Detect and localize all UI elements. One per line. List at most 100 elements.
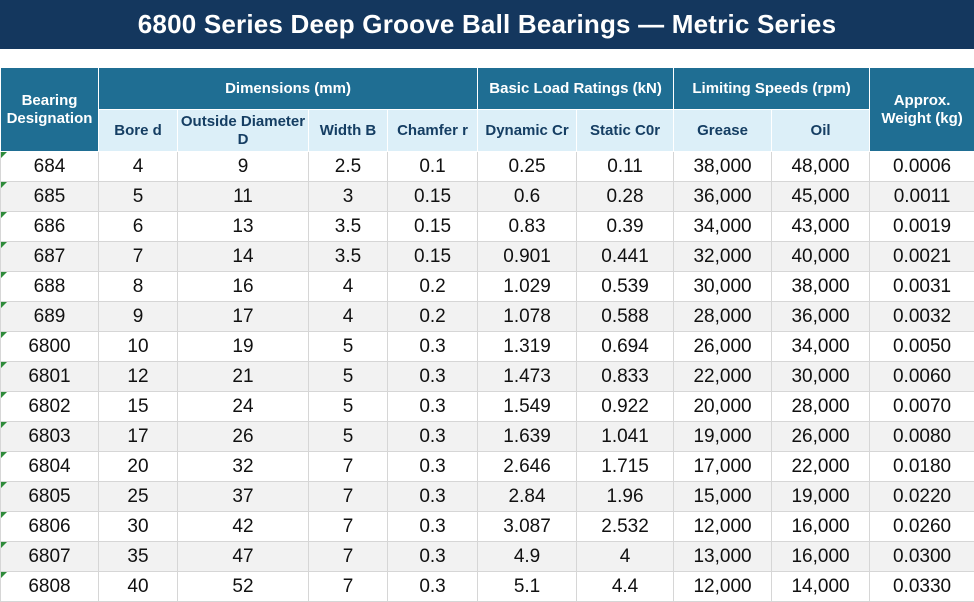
cell-chamfer: 0.2 xyxy=(386,271,479,302)
cell-chamfer: 0.2 xyxy=(386,301,479,332)
cell-designation: 6805 xyxy=(0,481,99,512)
cell-oil: 38,000 xyxy=(771,271,871,302)
cell-width: 5 xyxy=(308,361,388,392)
cell-designation: 6806 xyxy=(0,511,99,542)
cell-outside-diameter: 47 xyxy=(177,541,309,572)
cell-width: 5 xyxy=(308,331,388,362)
cell-weight: 0.0021 xyxy=(869,241,974,272)
cell-weight: 0.0050 xyxy=(869,331,974,362)
cell-weight: 0.0032 xyxy=(869,301,974,332)
cell-oil: 43,000 xyxy=(771,211,871,242)
cell-outside-diameter: 17 xyxy=(177,301,309,332)
cell-dynamic: 1.029 xyxy=(477,271,578,302)
cell-bore: 25 xyxy=(98,481,178,512)
cell-weight: 0.0011 xyxy=(869,181,974,212)
table-row: 686 6 13 3.5 0.15 0.83 0.39 34,000 43,000 0.0019 xyxy=(0,211,974,242)
cell-grease: 13,000 xyxy=(673,541,773,572)
cell-dynamic: 1.078 xyxy=(477,301,578,332)
cell-bore: 15 xyxy=(98,391,178,422)
cell-weight: 0.0080 xyxy=(869,421,974,452)
cell-width: 3 xyxy=(308,181,388,212)
cell-dynamic: 0.6 xyxy=(477,181,578,212)
cell-grease: 28,000 xyxy=(673,301,773,332)
cell-static: 0.694 xyxy=(576,331,675,362)
cell-static: 4 xyxy=(576,541,675,572)
cell-grease: 17,000 xyxy=(673,451,773,482)
cell-width: 5 xyxy=(308,391,388,422)
cell-dynamic: 5.1 xyxy=(477,571,578,602)
cell-outside-diameter: 13 xyxy=(177,211,309,242)
table-row: 6802 15 24 5 0.3 1.549 0.922 20,000 28,000 0.0070 xyxy=(0,391,974,422)
cell-bore: 30 xyxy=(98,511,178,542)
cell-width: 7 xyxy=(308,511,388,542)
header-load-ratings: Basic Load Ratings (kN) xyxy=(477,67,675,110)
cell-designation: 687 xyxy=(0,241,99,272)
cell-outside-diameter: 16 xyxy=(177,271,309,302)
cell-oil: 14,000 xyxy=(771,571,871,602)
table-row: 685 5 11 3 0.15 0.6 0.28 36,000 45,000 0.0011 xyxy=(0,181,974,212)
cell-grease: 12,000 xyxy=(673,511,773,542)
cell-width: 3.5 xyxy=(308,241,388,272)
cell-dynamic: 1.473 xyxy=(477,361,578,392)
cell-width: 4 xyxy=(308,271,388,302)
cell-bore: 20 xyxy=(98,451,178,482)
cell-weight: 0.0060 xyxy=(869,361,974,392)
table-row: 6801 12 21 5 0.3 1.473 0.833 22,000 30,000 0.0060 xyxy=(0,361,974,392)
header-dimensions: Dimensions (mm) xyxy=(97,67,479,110)
cell-designation: 6800 xyxy=(0,331,99,362)
cell-oil: 26,000 xyxy=(771,421,871,452)
cell-designation: 684 xyxy=(0,151,99,182)
cell-outside-diameter: 14 xyxy=(177,241,309,272)
cell-bore: 4 xyxy=(98,151,178,182)
cell-chamfer: 0.3 xyxy=(386,541,479,572)
cell-designation: 688 xyxy=(0,271,99,302)
cell-designation: 6807 xyxy=(0,541,99,572)
table-row: 6807 35 47 7 0.3 4.9 4 13,000 16,000 0.0300 xyxy=(0,541,974,572)
cell-dynamic: 0.25 xyxy=(477,151,578,182)
table-row: 688 8 16 4 0.2 1.029 0.539 30,000 38,000 0.0031 xyxy=(0,271,974,302)
header-grease: Grease xyxy=(673,109,773,152)
cell-outside-diameter: 42 xyxy=(177,511,309,542)
cell-static: 1.041 xyxy=(576,421,675,452)
cell-bore: 35 xyxy=(98,541,178,572)
cell-static: 1.96 xyxy=(576,481,675,512)
cell-chamfer: 0.15 xyxy=(386,181,479,212)
cell-weight: 0.0220 xyxy=(869,481,974,512)
cell-outside-diameter: 26 xyxy=(177,421,309,452)
cell-weight: 0.0300 xyxy=(869,541,974,572)
cell-designation: 6804 xyxy=(0,451,99,482)
cell-chamfer: 0.15 xyxy=(386,211,479,242)
table-row: 687 7 14 3.5 0.15 0.901 0.441 32,000 40,000 0.002… xyxy=(0,241,974,272)
cell-grease: 38,000 xyxy=(673,151,773,182)
cell-chamfer: 0.3 xyxy=(386,571,479,602)
table-row: 689 9 17 4 0.2 1.078 0.588 28,000 36,000 0.0032 xyxy=(0,301,974,332)
cell-oil: 40,000 xyxy=(771,241,871,272)
cell-chamfer: 0.1 xyxy=(386,151,479,182)
cell-chamfer: 0.3 xyxy=(386,361,479,392)
cell-width: 5 xyxy=(308,421,388,452)
cell-grease: 26,000 xyxy=(673,331,773,362)
cell-outside-diameter: 19 xyxy=(177,331,309,362)
header-outside-diameter: Outside Diameter D xyxy=(177,109,309,152)
cell-outside-diameter: 52 xyxy=(177,571,309,602)
cell-oil: 45,000 xyxy=(771,181,871,212)
cell-chamfer: 0.3 xyxy=(386,421,479,452)
table-row: 6800 10 19 5 0.3 1.319 0.694 26,000 34,000 0.0050 xyxy=(0,331,974,362)
cell-dynamic: 1.639 xyxy=(477,421,578,452)
cell-dynamic: 1.319 xyxy=(477,331,578,362)
header-chamfer: Chamfer r xyxy=(386,109,479,152)
table-row: 684 4 9 2.5 0.1 0.25 0.11 38,000 48,000 0.0006 xyxy=(0,151,974,182)
cell-static: 0.441 xyxy=(576,241,675,272)
header-limiting-speeds: Limiting Speeds (rpm) xyxy=(673,67,871,110)
cell-outside-diameter: 21 xyxy=(177,361,309,392)
cell-bore: 6 xyxy=(98,211,178,242)
table-row: 6808 40 52 7 0.3 5.1 4.4 12,000 14,000 0.0330 xyxy=(0,571,974,602)
cell-designation: 686 xyxy=(0,211,99,242)
cell-width: 7 xyxy=(308,541,388,572)
cell-oil: 30,000 xyxy=(771,361,871,392)
cell-width: 7 xyxy=(308,571,388,602)
bearing-table: Bearing Designation Dimensions (mm) Basi… xyxy=(0,67,974,602)
cell-grease: 22,000 xyxy=(673,361,773,392)
cell-static: 2.532 xyxy=(576,511,675,542)
table-row: 6806 30 42 7 0.3 3.087 2.532 12,000 16,000 0.0260 xyxy=(0,511,974,542)
